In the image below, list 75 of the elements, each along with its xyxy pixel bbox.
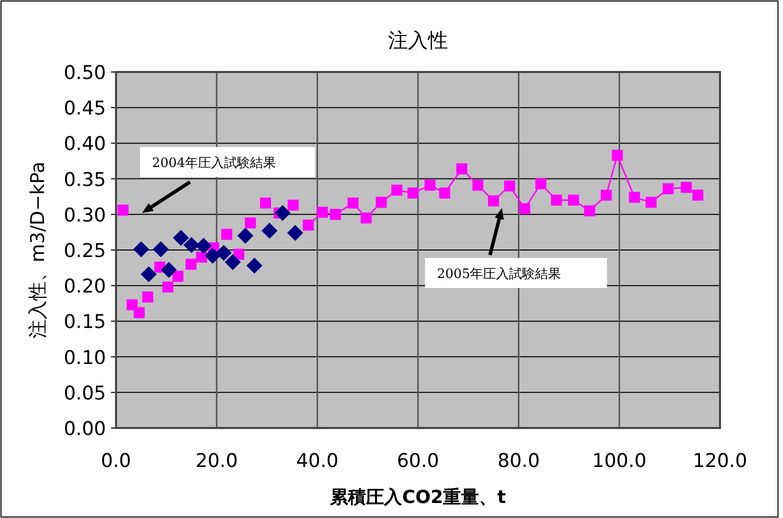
point (134, 307, 145, 318)
point (172, 230, 189, 246)
point (391, 184, 402, 196)
point (152, 241, 169, 258)
y-tick-label: 0.40 (64, 133, 106, 156)
point (348, 198, 359, 209)
point (185, 258, 196, 270)
point (456, 163, 468, 174)
point (360, 212, 372, 224)
y-tick-label: 0.20 (64, 276, 106, 298)
point (407, 188, 418, 199)
point (172, 270, 184, 282)
point (184, 237, 200, 254)
point (550, 194, 562, 206)
point (262, 222, 278, 239)
x-tick-label: 40.0 (296, 450, 338, 472)
point (162, 282, 174, 293)
point (316, 206, 328, 218)
point (612, 150, 623, 161)
point (662, 183, 674, 194)
point (646, 196, 657, 208)
x-tick-label: 0.0 (100, 450, 132, 472)
point (288, 200, 299, 211)
y-tick-label: 0.25 (64, 240, 106, 262)
point (140, 266, 157, 282)
point (504, 180, 516, 192)
x-axis-title: 累積圧入CO2重量、t (329, 487, 506, 508)
y-axis-title: 注入性、m3/D−kPa (27, 162, 49, 338)
point (224, 254, 241, 270)
y-tick-label: 0.15 (64, 311, 106, 334)
y-tick-label: 0.35 (64, 168, 106, 191)
point (287, 224, 304, 241)
point (488, 195, 499, 206)
y-tick-label: 0.10 (64, 346, 106, 369)
point (196, 238, 212, 254)
point (118, 204, 129, 216)
point (424, 180, 436, 191)
y-tick-label: 0.00 (64, 418, 106, 440)
point (376, 196, 387, 208)
point (142, 291, 154, 302)
point (204, 248, 221, 264)
x-tick-label: 80.0 (498, 450, 540, 472)
point (472, 180, 484, 191)
y-tick-label: 0.30 (64, 204, 106, 226)
point (439, 188, 450, 199)
point (302, 220, 314, 231)
point (692, 190, 704, 201)
point (260, 198, 271, 209)
point (274, 204, 291, 221)
annotation: 2005年圧入試験結果 (437, 267, 562, 282)
point (680, 182, 692, 193)
point (330, 208, 341, 220)
y-tick-label: 0.45 (64, 98, 106, 120)
annotation: 2004年圧入試験結果 (152, 156, 276, 171)
x-tick-label: 20.0 (196, 450, 238, 472)
x-tick-label: 60.0 (396, 450, 440, 472)
point (584, 205, 596, 216)
point (628, 192, 640, 203)
point (600, 190, 612, 201)
point (237, 228, 254, 244)
y-tick-label: 0.50 (64, 62, 106, 84)
point (160, 262, 177, 278)
x-tick-label: 120.0 (692, 450, 748, 472)
point (196, 252, 208, 263)
point (221, 228, 232, 240)
point (519, 203, 530, 214)
point (133, 241, 150, 258)
point (535, 178, 546, 190)
point (246, 258, 262, 274)
point (244, 217, 256, 228)
point (568, 194, 580, 206)
y-tick-label: 0.05 (64, 382, 106, 404)
x-tick-label: 100.0 (592, 450, 647, 472)
point (216, 244, 232, 261)
chart-title: 注入性 (388, 28, 448, 52)
